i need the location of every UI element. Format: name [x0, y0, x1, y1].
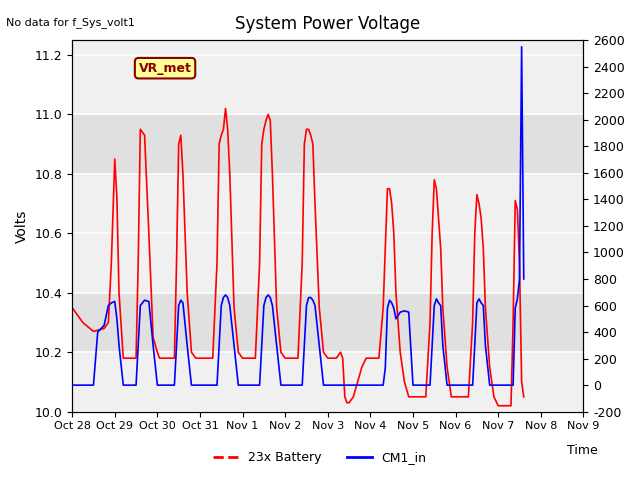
- Legend: 23x Battery, CM1_in: 23x Battery, CM1_in: [208, 446, 432, 469]
- Title: System Power Voltage: System Power Voltage: [235, 15, 420, 33]
- Text: Time: Time: [567, 444, 598, 456]
- Bar: [72, 114, 584, 174]
- Text: No data for f_Sys_volt1: No data for f_Sys_volt1: [6, 17, 135, 28]
- Text: VR_met: VR_met: [139, 62, 191, 75]
- Bar: [72, 293, 584, 352]
- Y-axis label: Volts: Volts: [15, 209, 29, 242]
